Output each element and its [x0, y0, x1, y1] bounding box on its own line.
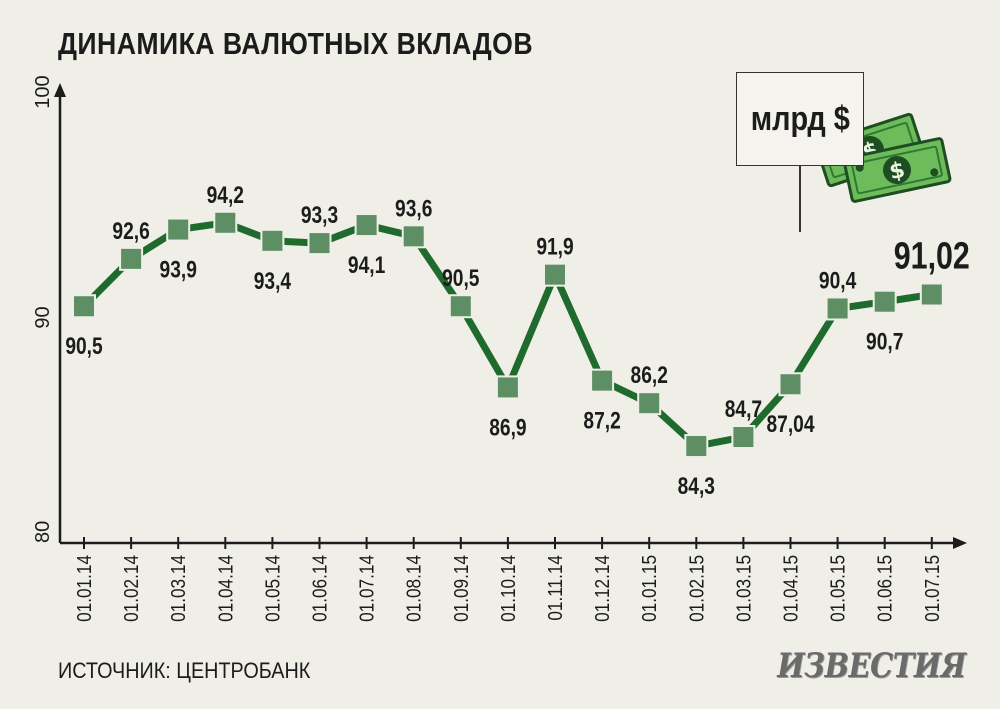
unit-label: млрд $ [750, 99, 850, 138]
data-label: 87,2 [583, 407, 620, 435]
data-point [919, 282, 944, 307]
data-label: 86,2 [631, 361, 668, 389]
data-label: 91,9 [536, 233, 573, 261]
y-tick-label: 90 [32, 306, 54, 328]
source-credit: ИСТОЧНИК: ЦЕНТРОБАНК [58, 658, 311, 683]
data-label: 92,6 [112, 217, 149, 245]
data-point [543, 262, 567, 287]
money-bills-icon: $$ [814, 112, 952, 203]
x-tick-label: 01.04.14 [214, 555, 237, 622]
data-point [684, 434, 709, 459]
data-label: 84,7 [725, 395, 762, 423]
series [72, 210, 944, 459]
x-axis-arrow [953, 537, 967, 549]
x-tick-label: 01.06.14 [308, 555, 331, 622]
data-point [637, 391, 662, 416]
y-tick-label: 100 [32, 75, 54, 108]
data-label: 86,9 [489, 413, 526, 441]
data-point [166, 217, 191, 242]
data-point [307, 231, 332, 256]
publisher-logo: ИЗВЕСТИЯ [777, 646, 966, 686]
data-label: 93,6 [395, 194, 432, 222]
unit-sign-post [799, 166, 801, 232]
data-label: 93,4 [254, 267, 291, 295]
data-point [495, 375, 520, 400]
x-tick-label: 01.02.15 [685, 555, 708, 622]
data-label: 93,9 [160, 255, 197, 283]
banknote-corner [930, 168, 939, 177]
data-point [825, 296, 850, 321]
data-label: 84,3 [678, 472, 715, 500]
data-point [448, 294, 473, 319]
data-label: 87,04 [766, 410, 814, 438]
x-tick-label: 01.11.14 [544, 555, 567, 621]
data-labels: 90,5 92,6 93,9 94,2 93,4 93,3 94,1 93,6 90,5 86,9… [65, 181, 970, 500]
data-label: 90,5 [442, 264, 479, 292]
dollar-sign: $ [887, 158, 907, 186]
data-point [872, 289, 897, 314]
data-label: 90,4 [819, 266, 856, 294]
data-point [590, 368, 615, 393]
unit-sign: млрд $ [736, 72, 864, 166]
data-label: 94,2 [207, 181, 244, 209]
data-label: 91,02 [894, 235, 970, 277]
x-tick-label: 01.05.14 [261, 555, 284, 622]
y-tick-label: 80 [32, 521, 54, 543]
x-tick-label: 01.01.14 [73, 555, 96, 622]
data-label: 94,1 [348, 251, 385, 279]
chart-title: ДИНАМИКА ВАЛЮТНЫХ ВКЛАДОВ [58, 26, 534, 61]
x-tick-label: 01.12.14 [591, 555, 614, 622]
data-point [778, 372, 803, 397]
data-point [119, 246, 144, 271]
x-tick-label: 01.10.14 [497, 555, 520, 622]
data-label: 90,7 [866, 328, 903, 356]
data-label: 90,5 [65, 332, 102, 360]
x-ticks: 01.01.14 01.02.14 01.03.14 01.04.14 01.05.14… [73, 537, 943, 622]
y-ticks: 80 90 100 [32, 75, 54, 543]
data-point [731, 425, 756, 450]
x-tick-label: 01.06.15 [873, 555, 896, 622]
data-point [260, 228, 285, 253]
x-tick-label: 01.04.15 [779, 555, 802, 622]
x-tick-label: 01.03.14 [167, 555, 190, 622]
y-axis-arrow [54, 83, 66, 97]
x-tick-label: 01.08.14 [402, 555, 425, 622]
banknote-seal [883, 156, 911, 184]
x-tick-label: 01.07.15 [921, 555, 944, 622]
x-tick-label: 01.05.15 [826, 555, 849, 622]
data-point [354, 213, 379, 238]
banknote-border [851, 145, 943, 195]
x-tick-label: 01.09.14 [450, 555, 473, 622]
x-tick-label: 01.03.15 [732, 555, 755, 622]
data-point [213, 210, 238, 235]
banknote: $ [842, 137, 952, 203]
data-point [72, 294, 96, 319]
x-tick-label: 01.02.14 [120, 555, 143, 622]
data-label: 93,3 [301, 201, 338, 229]
x-tick-label: 01.01.15 [638, 555, 661, 622]
data-point [401, 224, 426, 249]
x-tick-label: 01.07.14 [355, 555, 378, 622]
